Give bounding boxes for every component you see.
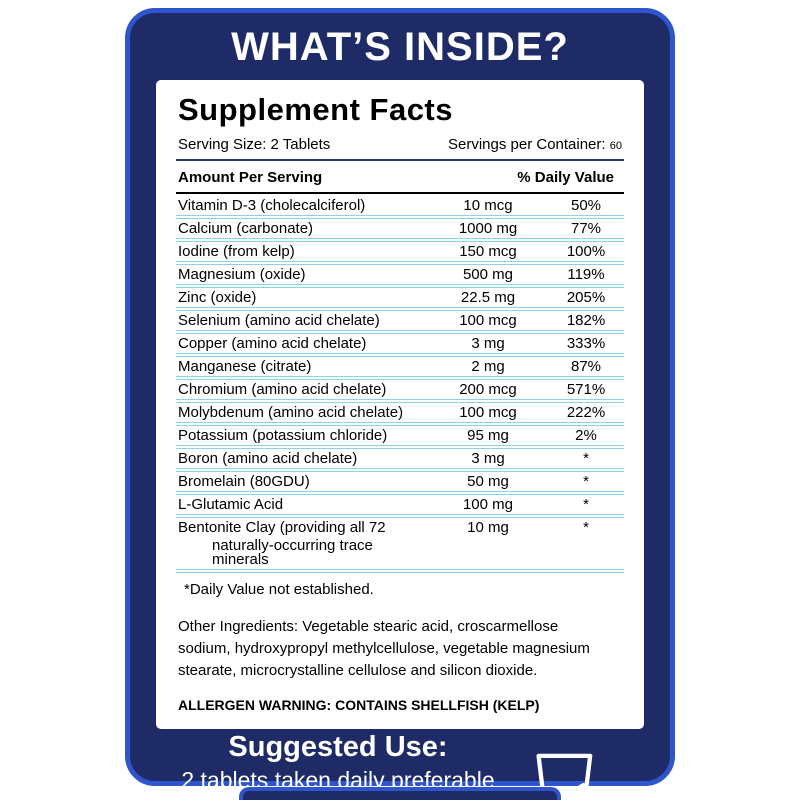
nutrient-amount: 500 mg — [462, 266, 514, 283]
nutrient-daily-value: * — [583, 496, 589, 513]
nutrient-name: Copper (amino acid chelate) — [178, 335, 367, 352]
servings-per-container-value: 60 — [609, 140, 622, 152]
nutrient-daily-value: 77% — [570, 220, 602, 237]
supplement-label-card: WHAT’S INSIDE? Supplement Facts Serving … — [125, 8, 675, 800]
other-ingredients: Other Ingredients: Vegetable stearic aci… — [178, 618, 590, 679]
nutrient-daily-value: 205% — [566, 289, 606, 306]
fact-row: Vitamin D-3 (cholecalciferol) 10 mcg 50% — [176, 196, 624, 219]
amount-per-serving-header: Amount Per Serving — [178, 169, 323, 186]
nutrient-name: Potassium (potassium chloride) — [178, 427, 388, 444]
fact-row: Calcium (carbonate) 1000 mg 77% — [176, 219, 624, 242]
nutrient-daily-value: 87% — [570, 358, 602, 375]
nutrient-daily-value: 222% — [566, 404, 606, 421]
fact-row: Manganese (citrate) 2 mg 87% — [176, 357, 624, 380]
serving-info-row: Serving Size: 2 Tablets Servings per Con… — [176, 134, 624, 161]
nutrient-name: Manganese (citrate) — [178, 358, 312, 375]
nutrient-amount: 150 mcg — [459, 243, 517, 260]
nutrient-name: Calcium (carbonate) — [178, 220, 314, 237]
nutrient-name: Magnesium (oxide) — [178, 266, 306, 283]
nutrient-name: Boron (amino acid chelate) — [178, 450, 358, 467]
nutrient-daily-value: 571% — [566, 381, 606, 398]
nutrient-name: Iodine (from kelp) — [178, 243, 295, 260]
nutrient-name: Zinc (oxide) — [178, 289, 257, 306]
supplement-facts-title: Supplement Facts — [178, 92, 453, 127]
servings-per-container-label: Servings per Container: — [447, 136, 606, 153]
nutrient-amount: 2 mg — [471, 358, 505, 375]
fact-row: Iodine (from kelp) 150 mcg 100% — [176, 242, 624, 265]
facts-table: Vitamin D-3 (cholecalciferol) 10 mcg 50% Ca… — [176, 196, 624, 573]
nutrient-amount: 1000 mg — [458, 220, 518, 237]
allergen-warning: ALLERGEN WARNING: CONTAINS SHELLFISH (KE… — [178, 697, 540, 714]
fact-row: L-Glutamic Acid 100 mg * — [176, 495, 624, 518]
nutrient-daily-value: * — [583, 519, 589, 536]
fact-row: Copper (amino acid chelate) 3 mg 333% — [176, 334, 624, 357]
fact-row: Magnesium (oxide) 500 mg 119% — [176, 265, 624, 288]
fact-row: Boron (amino acid chelate) 3 mg * — [176, 449, 624, 472]
nutrient-name: Chromium (amino acid chelate) — [178, 381, 387, 398]
nutrient-name: Vitamin D-3 (cholecalciferol) — [178, 197, 366, 214]
daily-value-header: % Daily Value — [517, 169, 614, 186]
nutrient-name: Bentonite Clay (providing all 72 naturall… — [178, 519, 386, 568]
nutrient-amount: 100 mcg — [459, 404, 517, 421]
fact-row: Potassium (potassium chloride) 95 mg 2% — [176, 426, 624, 449]
nutrient-amount: 22.5 mg — [460, 289, 516, 306]
nutrient-daily-value: 182% — [566, 312, 606, 329]
fact-row: Selenium (amino acid chelate) 100 mcg 182% — [176, 311, 624, 334]
serving-size-label: Serving Size: 2 Tablets — [178, 136, 331, 153]
nutrient-amount: 10 mg — [467, 519, 509, 536]
nutrient-daily-value: * — [583, 450, 589, 467]
fact-row: Chromium (amino acid chelate) 200 mcg 571% — [176, 380, 624, 403]
nutrient-name: Selenium (amino acid chelate) — [178, 312, 380, 329]
fact-row: Zinc (oxide) 22.5 mg 205% — [176, 288, 624, 311]
bottom-panel-edge — [239, 787, 561, 800]
nutrient-amount: 3 mg — [471, 450, 505, 467]
nutrient-amount: 10 mcg — [463, 197, 513, 214]
nutrient-amount: 200 mcg — [459, 381, 517, 398]
nutrient-amount: 100 mcg — [459, 312, 517, 329]
page-title: WHAT’S INSIDE? — [231, 25, 569, 69]
nutrient-daily-value: 50% — [570, 197, 602, 214]
facts-table-header: Amount Per Serving % Daily Value — [176, 161, 624, 194]
fact-row: Molybdenum (amino acid chelate) 100 mcg 22… — [176, 403, 624, 426]
nutrient-amount: 3 mg — [471, 335, 505, 352]
nutrient-daily-value: 2% — [575, 427, 597, 444]
nutrient-amount: 50 mg — [467, 473, 509, 490]
nutrient-amount: 100 mg — [462, 496, 514, 513]
fact-row: Bentonite Clay (providing all 72 naturall… — [176, 518, 624, 573]
nutrient-amount: 95 mg — [467, 427, 509, 444]
nutrient-daily-value: 119% — [567, 266, 605, 283]
fact-row: Bromelain (80GDU) 50 mg * — [176, 472, 624, 495]
suggested-use-title: Suggested Use: — [228, 731, 448, 764]
servings-per-container: Servings per Container: 60 — [448, 136, 622, 153]
nutrient-name: Bromelain (80GDU) — [178, 473, 310, 490]
daily-value-footnote: *Daily Value not established. — [184, 581, 374, 598]
nutrient-daily-value: 100% — [566, 243, 606, 260]
nutrient-name: Molybdenum (amino acid chelate) — [178, 404, 404, 421]
nutrient-name: L-Glutamic Acid — [178, 496, 284, 513]
supplement-facts-panel: Supplement Facts Serving Size: 2 Tablets… — [156, 80, 644, 730]
nutrient-daily-value: * — [583, 473, 589, 490]
nutrient-daily-value: 333% — [566, 335, 606, 352]
